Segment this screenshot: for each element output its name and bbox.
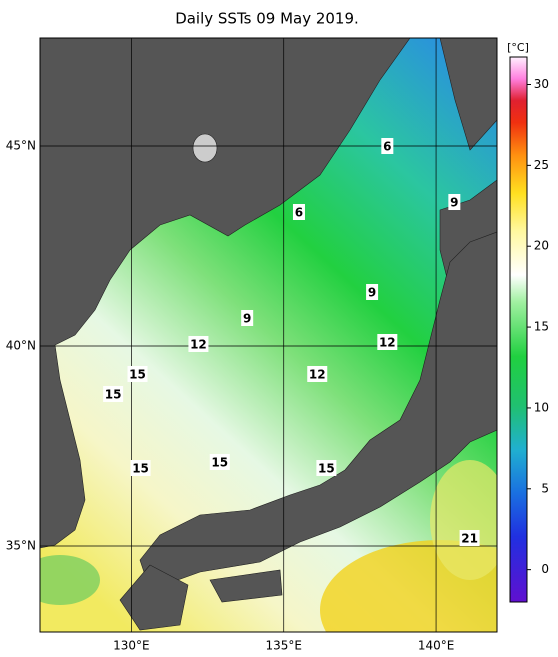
contour-label-box — [366, 284, 379, 300]
colorbar-tick-label: 10 — [534, 400, 549, 414]
contour-label-box — [377, 334, 398, 350]
contour-label-box — [241, 310, 254, 326]
colorbar-tick-label: 30 — [534, 77, 549, 91]
colorbar-tick-label: 15 — [534, 320, 549, 334]
warm-water — [430, 460, 497, 580]
contour-label-box — [292, 204, 305, 220]
colorbar-unit: [°C] — [507, 41, 529, 54]
land — [40, 38, 497, 631]
colorbar-tick-label: 25 — [534, 158, 549, 172]
lat-tick-label: 45°N — [6, 139, 36, 153]
coastal-water — [40, 555, 100, 605]
contour-label-text: 9 — [243, 312, 251, 326]
contour-label: 15 — [130, 460, 151, 476]
colorbar-frame — [509, 56, 528, 603]
map-area — [40, 38, 497, 632]
contour-label: 12 — [307, 366, 328, 382]
contour-label: 12 — [377, 334, 398, 350]
contour-label-text: 15 — [211, 456, 228, 470]
lat-tick-label: 40°N — [6, 339, 36, 353]
contour-label-text: 15 — [318, 462, 335, 476]
contour-label-text: 15 — [105, 388, 122, 402]
lon-tick-label: 130°E — [113, 639, 150, 653]
contour-label: 21 — [459, 530, 480, 546]
map-frame — [39, 37, 498, 633]
contour-label: 15 — [103, 386, 124, 402]
contour-label-text: 6 — [295, 206, 303, 220]
contour-label: 6 — [381, 138, 394, 154]
contour-label: 12 — [188, 336, 209, 352]
colorbar-tick-label: 5 — [541, 481, 549, 495]
contour-label-box — [316, 460, 337, 476]
lon-tick-label: 135°E — [265, 639, 302, 653]
contour-label-box — [209, 454, 230, 470]
contour-label-text: 21 — [461, 532, 478, 546]
contour-label: 15 — [316, 460, 337, 476]
colorbar — [510, 57, 527, 602]
lat-tick-label: 35°N — [6, 539, 36, 553]
contour-label: 6 — [292, 204, 305, 220]
contour-label-text: 9 — [450, 196, 458, 210]
contour-label: 15 — [127, 366, 148, 382]
contour-label-text: 12 — [379, 336, 396, 350]
contour-label-box — [448, 194, 461, 210]
contour-label-text: 9 — [368, 286, 376, 300]
contour-label-text: 15 — [132, 462, 149, 476]
colorbar-tick-label: 0 — [541, 562, 549, 576]
contour-label: 9 — [448, 194, 461, 210]
contour-label-text: 15 — [129, 368, 146, 382]
contour-label-box — [130, 460, 151, 476]
contour-label: 15 — [209, 454, 230, 470]
contour-label-box — [381, 138, 394, 154]
contour-label-box — [307, 366, 328, 382]
contour-label-box — [127, 366, 148, 382]
contour-label-box — [459, 530, 480, 546]
contour-label: 9 — [241, 310, 254, 326]
lon-tick-label: 140°E — [418, 639, 455, 653]
contour-label-text: 6 — [383, 140, 391, 154]
contour-label-text: 12 — [309, 368, 326, 382]
contour-label-box — [188, 336, 209, 352]
map-title: Daily SSTs 09 May 2019. — [175, 10, 359, 28]
colorbar-tick-label: 20 — [534, 239, 549, 253]
contour-label-box — [103, 386, 124, 402]
contour-label-text: 12 — [190, 338, 207, 352]
contour-label: 9 — [366, 284, 379, 300]
